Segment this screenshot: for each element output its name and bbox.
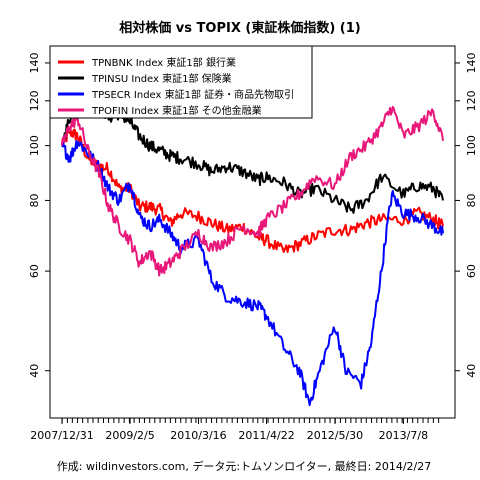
x-tick-label-3: 2011/4/22: [238, 429, 294, 442]
y-tick-label-left-5: 140: [28, 52, 41, 73]
x-tick-label-1: 2009/2/5: [105, 429, 154, 442]
chart-title: 相対株価 vs TOPIX (東証株価指数) (1): [119, 20, 360, 36]
y-tick-label-right-5: 140: [465, 52, 478, 73]
y-axis-right: 40 60 80 100 120 140: [455, 52, 478, 378]
y-tick-label-right-4: 120: [465, 90, 478, 111]
y-tick-label-right-1: 60: [465, 264, 478, 278]
series-line-4: [61, 105, 444, 277]
series-line-3: [61, 140, 444, 407]
y-tick-label-left-0: 40: [28, 364, 41, 378]
y-tick-label-left-3: 100: [28, 135, 41, 156]
series-line-1: [61, 127, 444, 253]
x-tick-label-0: 2007/12/31: [30, 429, 93, 442]
y-tick-label-left-1: 60: [28, 264, 41, 278]
chart-caption: 作成: wildinvestors.com, データ元:トムソンロイター, 最終…: [57, 459, 431, 473]
x-tick-label-4: 2012/5/30: [307, 429, 363, 442]
legend-label-1: TPNBNK Index 東証1部 銀行業: [91, 56, 236, 69]
y-tick-label-left-4: 120: [28, 90, 41, 111]
y-tick-label-right-3: 100: [465, 135, 478, 156]
y-axis-left: 40 60 80 100 120 140: [28, 52, 50, 378]
legend-box: [49, 45, 313, 119]
legend: TPNBNK Index 東証1部 銀行業 TPINSU Index 東証1部 保…: [49, 45, 313, 119]
y-tick-label-right-0: 40: [465, 364, 478, 378]
x-tick-label-5: 2013/7/8: [379, 429, 428, 442]
y-tick-label-right-2: 80: [465, 193, 478, 207]
legend-label-4: TPOFIN Index 東証1部 その他金融業: [91, 104, 262, 117]
y-tick-label-left-2: 80: [28, 193, 41, 207]
legend-label-3: TPSECR Index 東証1部 証券・商品先物取引: [91, 88, 294, 101]
x-axis: 2007/12/31 2009/2/5 2010/3/16 2011/4/22 2012…: [30, 418, 440, 442]
legend-label-2: TPINSU Index 東証1部 保険業: [91, 72, 232, 85]
x-tick-label-2: 2010/3/16: [170, 429, 226, 442]
